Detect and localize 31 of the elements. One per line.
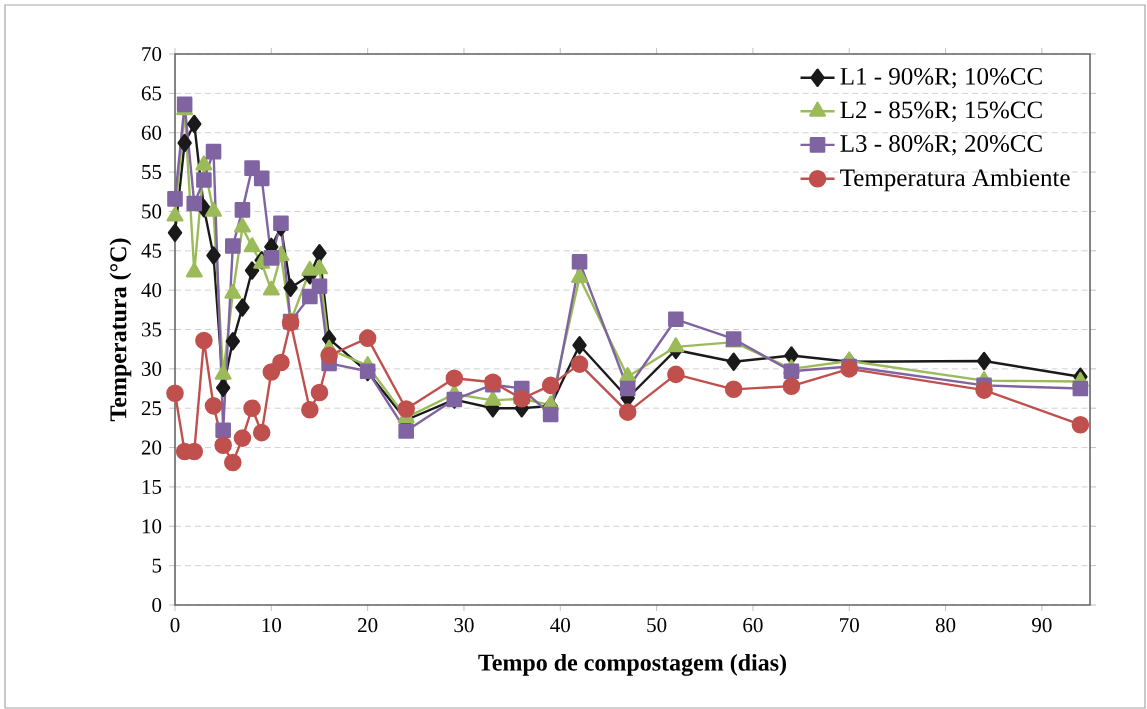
x-tick-label: 20 <box>358 618 378 633</box>
y-tick-label: 0 <box>152 597 162 613</box>
y-axis-title: Temperatura (°C) <box>109 238 132 422</box>
y-tick-label: 65 <box>141 86 162 101</box>
x-tick-label: 50 <box>647 618 667 633</box>
x-tick-label: 60 <box>743 618 763 633</box>
y-tick-label: 10 <box>142 519 162 534</box>
x-tick-label: 90 <box>1032 618 1052 633</box>
x-tick-label: 70 <box>840 618 859 633</box>
y-tick-label: 20 <box>141 440 162 455</box>
x-tick-label: 40 <box>550 618 570 633</box>
legend-label: L1 - 90%R; 10%CC <box>840 67 1042 89</box>
y-tick-label: 35 <box>141 322 162 337</box>
x-tick-label: 80 <box>935 618 956 633</box>
y-tick-label: 25 <box>141 401 162 416</box>
legend-label: L3 - 80%R; 20%CC <box>840 135 1042 156</box>
x-axis-title: Tempo de compostagem (dias) <box>478 653 786 676</box>
legend-label: Temperatura Ambiente <box>840 168 1070 192</box>
legend-label: L2 - 85%R; 15%CC <box>840 101 1042 122</box>
x-tick-label: 10 <box>262 618 282 633</box>
y-tick-label: 50 <box>142 204 162 219</box>
y-tick-label: 15 <box>142 479 162 494</box>
y-tick-label: 55 <box>142 165 162 180</box>
y-tick-label: 30 <box>141 361 162 376</box>
y-tick-label: 70 <box>142 46 162 62</box>
x-tick-label: 0 <box>170 618 180 633</box>
x-tick-label: 30 <box>454 618 474 633</box>
y-tick-label: 60 <box>141 125 162 140</box>
y-tick-label: 45 <box>141 243 162 258</box>
y-tick-label: 40 <box>141 283 162 298</box>
y-tick-label: 5 <box>152 558 162 573</box>
